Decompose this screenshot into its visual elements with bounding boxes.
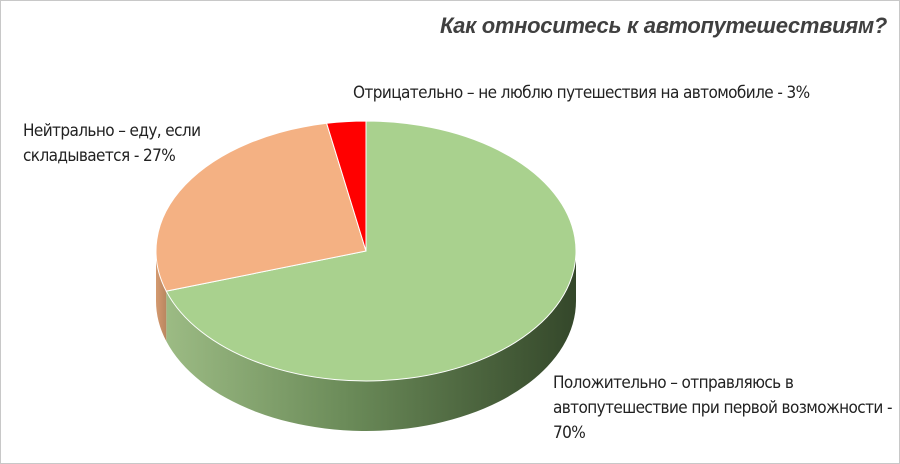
chart-title: Как относитесь к автопутешествиям? [439, 13, 887, 38]
pie-side [166, 251, 576, 431]
pie-slice [155, 122, 367, 292]
data-label: Отрицательно – не люблю путешествия на а… [353, 83, 810, 103]
pie-slice [165, 120, 577, 382]
data-label: Нейтрально – еду, если складывается - 27… [23, 121, 201, 166]
pie-slice [325, 120, 367, 252]
data-label: Положительно – отправляюсь в автопутешес… [553, 373, 893, 443]
pie-side [156, 251, 167, 342]
